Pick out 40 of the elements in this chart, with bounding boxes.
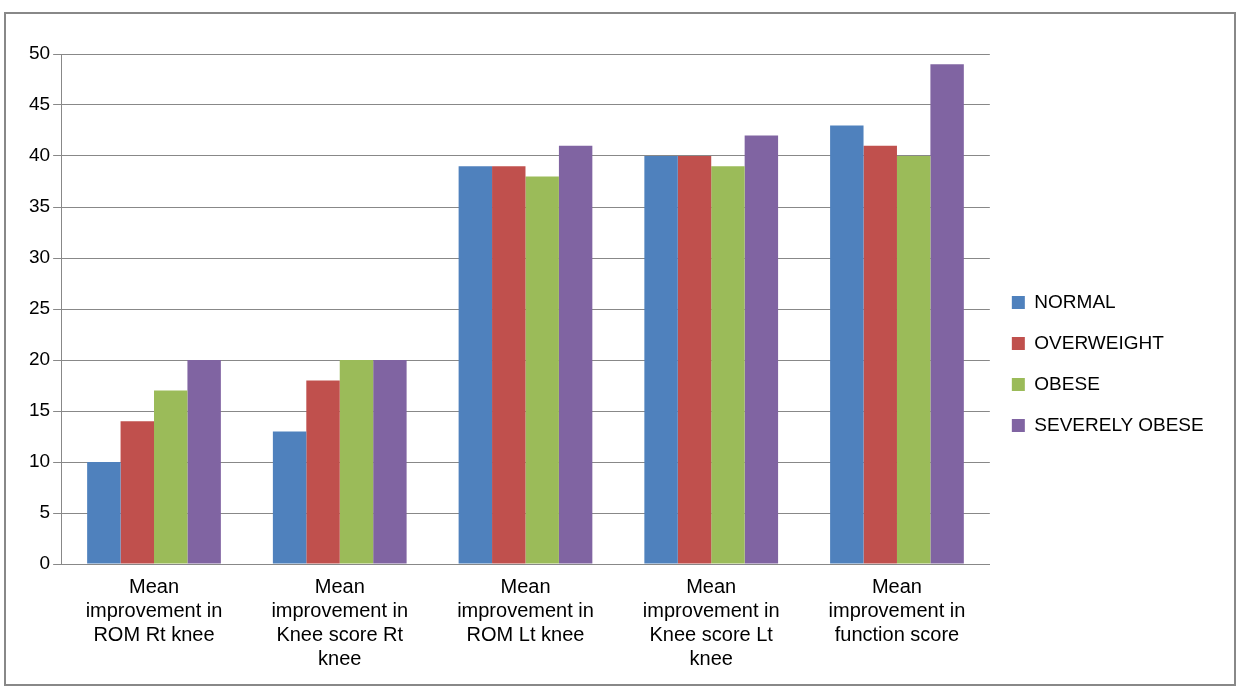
bar [306, 380, 340, 564]
legend-label: SEVERELY OBESE [1034, 413, 1204, 435]
y-tick-label: 10 [28, 450, 51, 472]
bar [896, 156, 931, 564]
x-tick-label: Mean improvement in ROM Lt knee [457, 574, 594, 645]
legend-label: OVERWEIGHT [1034, 331, 1165, 353]
bar [87, 462, 121, 564]
bar [339, 360, 374, 564]
x-tick-label: Mean improvement in function score [828, 574, 966, 645]
y-tick-label: 25 [28, 297, 51, 319]
x-tick-label: Mean improvement in ROM Rt knee [85, 574, 223, 645]
bar [120, 421, 154, 564]
bar [644, 156, 678, 564]
bar [830, 125, 864, 564]
y-tick-label: 15 [28, 399, 51, 421]
bar [154, 390, 188, 564]
y-tick-label: 35 [28, 195, 51, 217]
bar [744, 135, 779, 564]
y-tick-label: 45 [28, 93, 51, 115]
legend-label: NORMAL [1034, 290, 1116, 312]
y-tick-label: 0 [39, 552, 51, 574]
bar [711, 166, 745, 564]
y-tick-label: 5 [39, 501, 51, 523]
y-tick-label: 40 [28, 144, 51, 166]
x-tick-label: Mean improvement in Knee score Rt knee [271, 574, 409, 669]
y-tick-label: 20 [28, 348, 51, 370]
bar [525, 176, 559, 564]
y-tick-label: 50 [28, 42, 51, 64]
y-tick-label: 30 [28, 246, 51, 268]
bar [863, 145, 897, 564]
bar [492, 166, 526, 564]
bar [187, 360, 221, 564]
bar [930, 64, 964, 564]
bar [677, 156, 712, 564]
bar [458, 166, 493, 564]
bar [373, 360, 407, 564]
bar [558, 145, 593, 564]
bar [272, 431, 307, 564]
legend-label: OBESE [1034, 372, 1100, 394]
x-tick-label: Mean improvement in Knee score Lt knee [642, 574, 780, 669]
